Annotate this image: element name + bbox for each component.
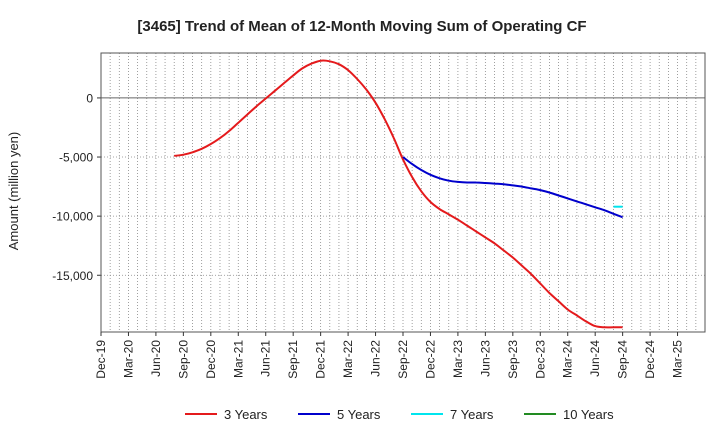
x-tick-label: Jun-21	[259, 340, 273, 377]
x-tick-label: Sep-24	[616, 340, 630, 379]
x-tick-label: Jun-20	[149, 340, 163, 377]
legend: 3 Years 5 Years 7 Years 10 Years	[185, 407, 614, 422]
y-axis-label: Amount (million yen)	[6, 132, 21, 251]
grid-layer	[101, 53, 705, 332]
x-tick-label: Jun-22	[369, 340, 383, 377]
chart-title: [3465] Trend of Mean of 12-Month Moving …	[137, 18, 586, 35]
legend-label: 7 Years	[450, 407, 494, 422]
x-tick-label: Sep-22	[396, 340, 410, 379]
x-tick-label: Dec-22	[423, 340, 437, 379]
x-tick-label: Sep-21	[286, 340, 300, 379]
x-tick-label: Dec-24	[643, 340, 657, 379]
y-tick-label: -15,000	[52, 269, 93, 283]
x-tick-label: Mar-21	[231, 340, 245, 378]
y-tick-label: 0	[86, 91, 93, 105]
legend-label: 5 Years	[337, 407, 381, 422]
x-tick-label: Mar-24	[561, 340, 575, 378]
x-tick-label: Mar-22	[341, 340, 355, 378]
x-tick-label: Dec-21	[314, 340, 328, 379]
plot-area	[101, 53, 705, 332]
series-line-5-years	[402, 156, 623, 219]
y-tick-label: -5,000	[59, 151, 93, 165]
legend-label: 10 Years	[563, 407, 614, 422]
x-tick-label: Mar-20	[121, 340, 135, 378]
x-tick-label: Dec-19	[94, 340, 108, 379]
series-layer	[174, 59, 623, 329]
series-line-3-years	[174, 59, 623, 329]
x-tick-label: Jun-23	[478, 340, 492, 377]
x-tick-label: Sep-23	[506, 340, 520, 379]
x-tick-label: Dec-23	[533, 340, 547, 379]
x-tick-label: Mar-25	[671, 340, 685, 378]
y-tick-label: -10,000	[52, 210, 93, 224]
axis-layer: 0 -5,000 -10,000 -15,000 Dec-19 Mar-20 Jun-20 S…	[52, 52, 706, 379]
x-tick-label: Dec-20	[204, 340, 218, 379]
x-tick-label: Mar-23	[451, 340, 465, 378]
legend-label: 3 Years	[224, 407, 268, 422]
x-tick-label: Jun-24	[588, 340, 602, 377]
x-tick-label: Sep-20	[176, 340, 190, 379]
